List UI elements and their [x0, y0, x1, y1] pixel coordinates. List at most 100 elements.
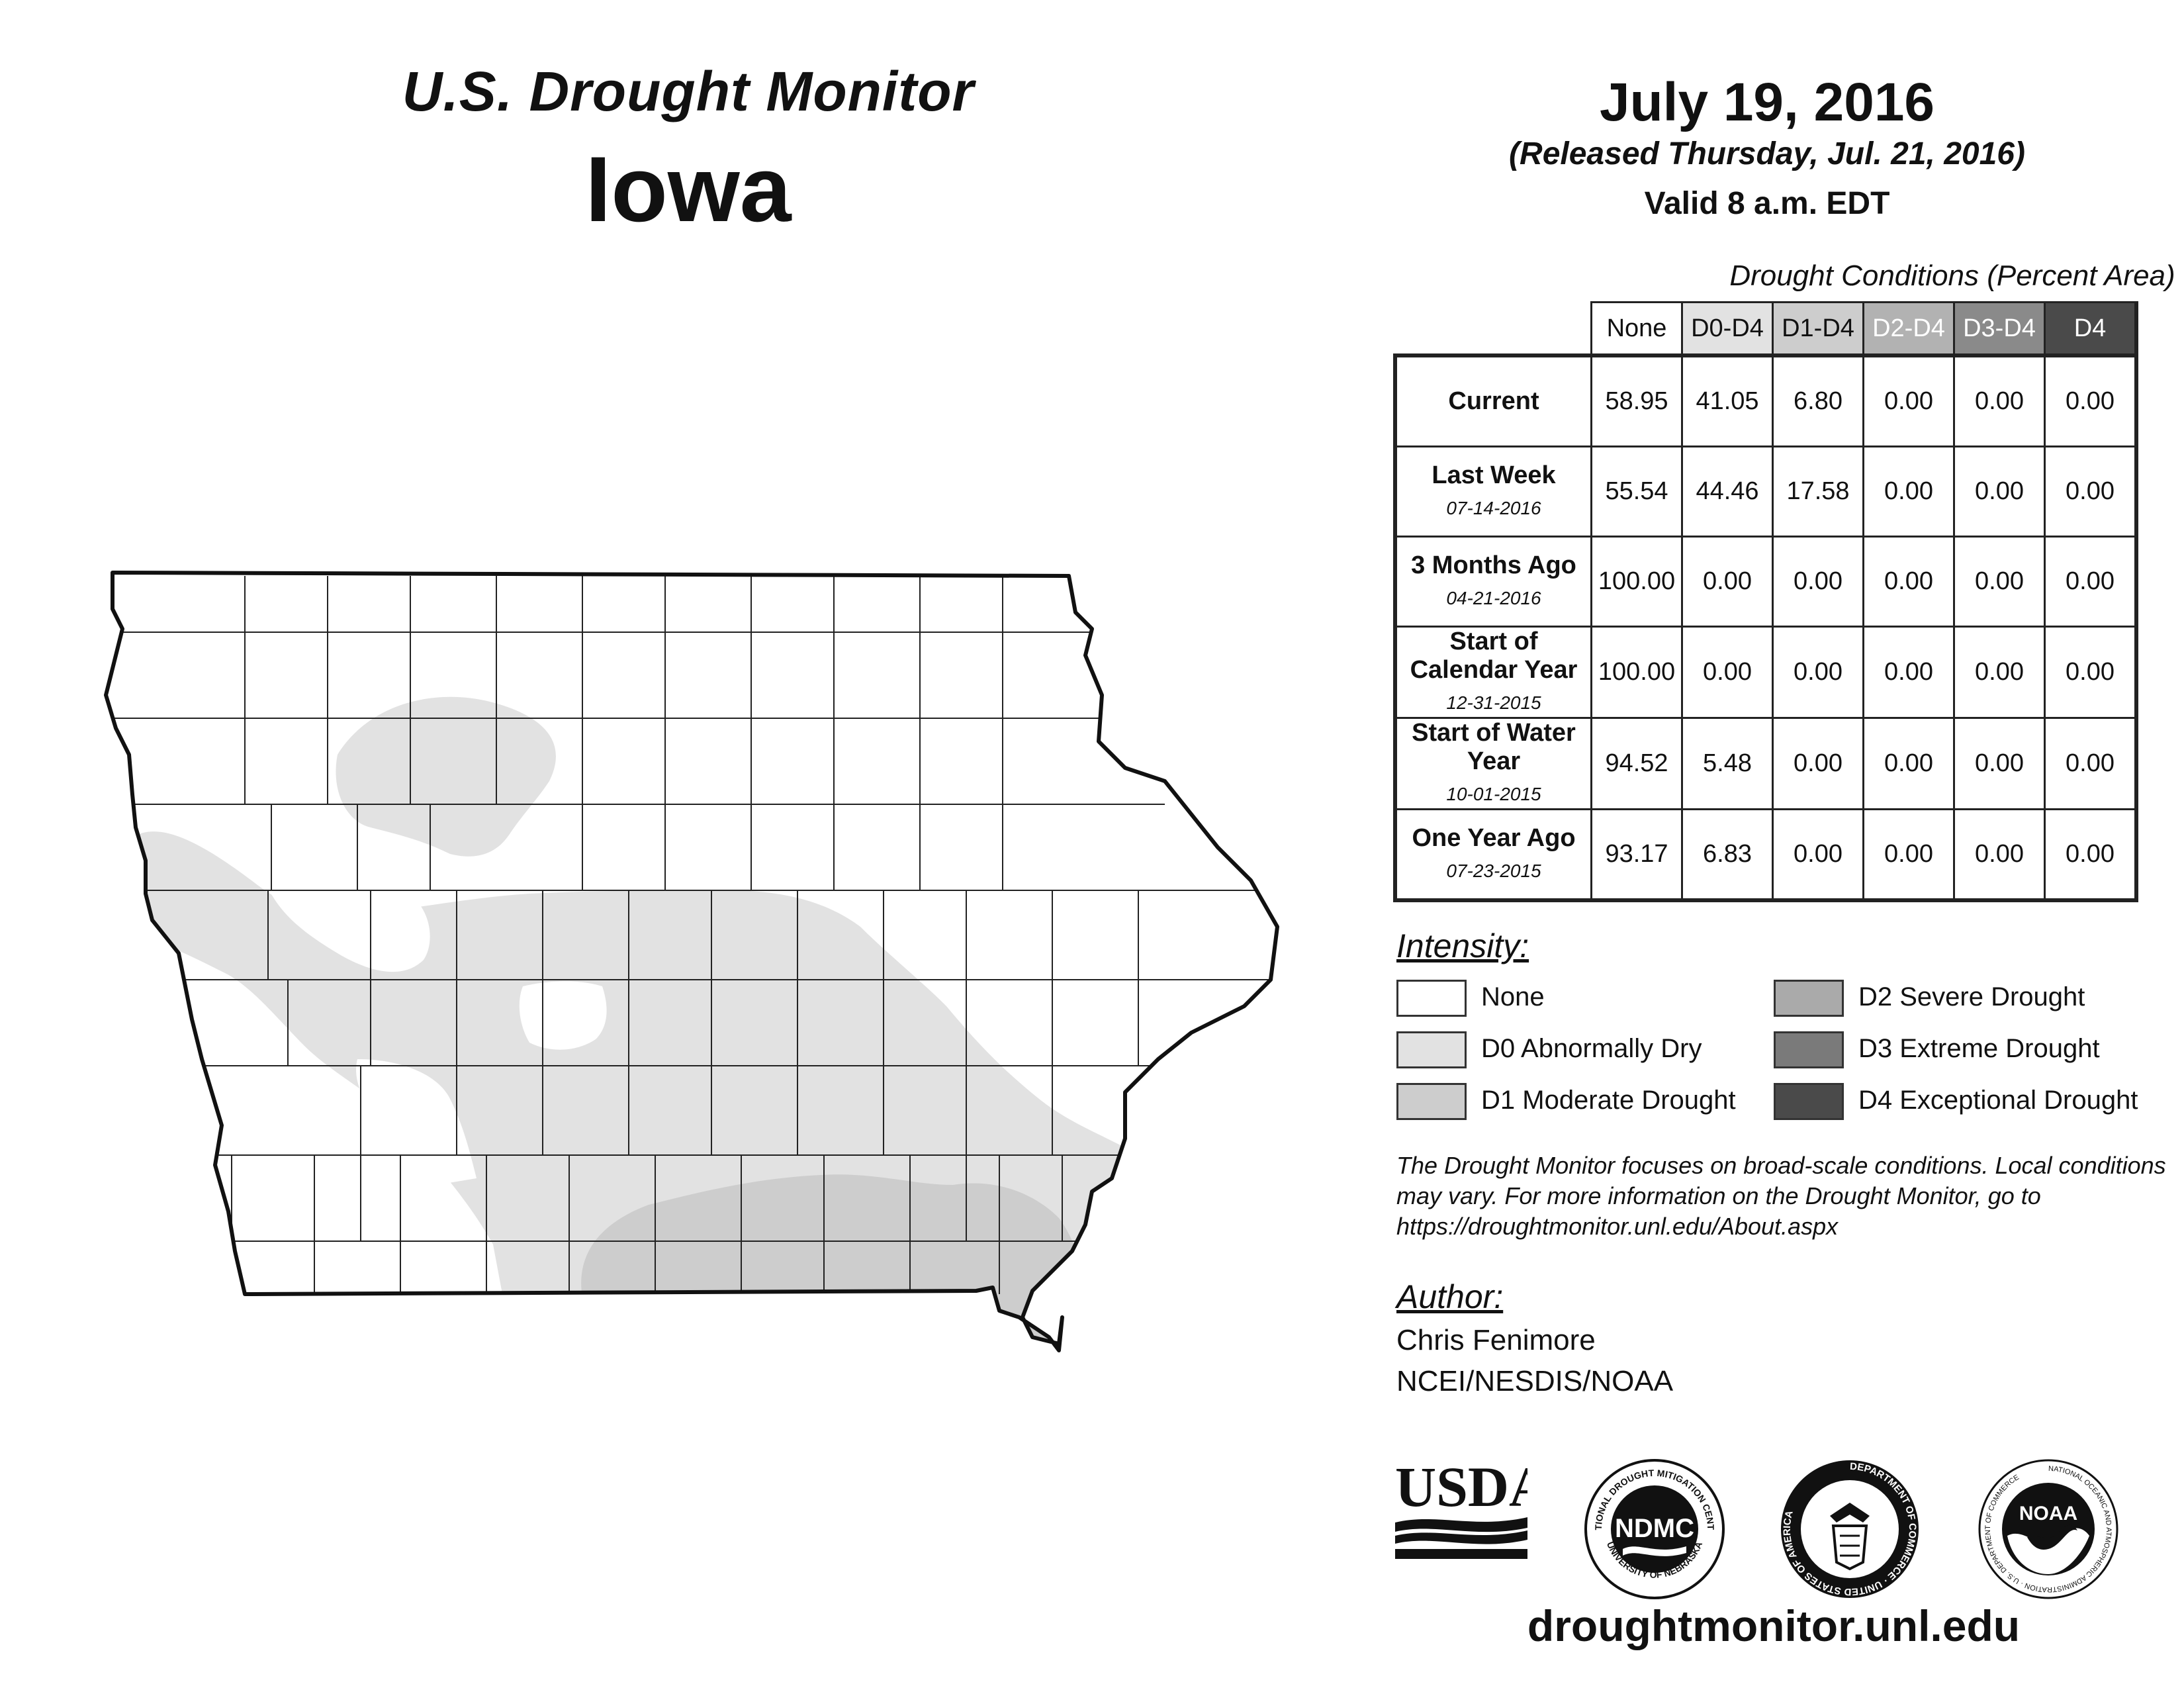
row-label-text: Start of Water Year — [1412, 719, 1576, 775]
iowa-state-boundary — [104, 571, 1279, 1352]
col-header-d0-d4: D0-D4 — [1681, 301, 1774, 357]
none-hole-southwest — [356, 1059, 477, 1185]
cell-d4: 0.00 — [2044, 536, 2138, 628]
legend-item-d0: D0 Abnormally Dry — [1396, 1031, 1741, 1068]
cell-d1-d4: 0.00 — [1772, 626, 1864, 719]
cell-none: 93.17 — [1590, 808, 1683, 902]
cell-d4: 0.00 — [2044, 445, 2138, 538]
cell-d4: 0.00 — [2044, 626, 2138, 719]
release-date: (Released Thursday, Jul. 21, 2016) — [1509, 136, 2025, 171]
legend-item-none: None — [1396, 980, 1741, 1017]
cell-d4: 0.00 — [2044, 808, 2138, 902]
cell-d2-d4: 0.00 — [1862, 353, 1955, 447]
row-label-text: Last Week — [1432, 461, 1556, 489]
col-header-d4: D4 — [2044, 301, 2138, 357]
legend-swatch-d4 — [1774, 1083, 1844, 1120]
row-label-text: Current — [1448, 387, 1539, 415]
legend-item-d1: D1 Moderate Drought — [1396, 1083, 1741, 1120]
table-row-current: Current 58.95 41.05 6.80 0.00 0.00 0.00 — [1393, 353, 2138, 447]
row-label: Current — [1393, 353, 1592, 447]
cell-none: 100.00 — [1590, 536, 1683, 628]
legend-swatch-none — [1396, 980, 1467, 1017]
ndmc-text: NDMC — [1615, 1514, 1694, 1543]
cell-d3-d4: 0.00 — [1953, 717, 2046, 810]
legend-label: D0 Abnormally Dry — [1481, 1034, 1702, 1063]
table-row-last-week: Last Week 07-14-2016 55.54 44.46 17.58 0.… — [1393, 445, 2138, 538]
row-label: One Year Ago 07-23-2015 — [1393, 808, 1592, 902]
legend-label: None — [1481, 982, 1545, 1011]
department-of-commerce-seal: DEPARTMENT OF COMMERCE · UNITED STATES O… — [1781, 1460, 1919, 1598]
row-label-text: One Year Ago — [1412, 823, 1576, 852]
cell-none: 55.54 — [1590, 445, 1683, 538]
col-header-none: None — [1590, 301, 1683, 357]
table-row-one-year-ago: One Year Ago 07-23-2015 93.17 6.83 0.00 0… — [1393, 808, 2138, 902]
cell-d3-d4: 0.00 — [1953, 353, 2046, 447]
iowa-drought-map — [104, 571, 1279, 1352]
noaa-text: NOAA — [2019, 1503, 2077, 1524]
legend-label: D2 Severe Drought — [1858, 982, 2085, 1011]
cell-d0-d4: 41.05 — [1681, 353, 1774, 447]
drought-conditions-table: None D0-D4 D1-D4 D2-D4 D3-D4 D4 Current … — [1393, 301, 2138, 902]
none-hole-central — [519, 981, 607, 1050]
col-header-d3-d4: D3-D4 — [1953, 301, 2046, 357]
legend-label: D1 Moderate Drought — [1481, 1086, 1736, 1115]
none-hole-west — [265, 873, 430, 972]
legend-swatch-d2 — [1774, 980, 1844, 1017]
map-date: July 19, 2016 — [1599, 72, 1935, 132]
row-label: 3 Months Ago 04-21-2016 — [1393, 536, 1592, 628]
cell-d0-d4: 5.48 — [1681, 717, 1774, 810]
usda-logo: USDA — [1395, 1456, 1527, 1559]
legend-item-d2: D2 Severe Drought — [1774, 980, 2144, 1017]
d1-area-south — [581, 1174, 1079, 1345]
author-org: NCEI/NESDIS/NOAA — [1396, 1365, 1674, 1397]
cell-d1-d4: 6.80 — [1772, 353, 1864, 447]
row-label-text: Start of Calendar Year — [1410, 628, 1578, 684]
product-title: U.S. Drought Monitor — [402, 60, 975, 122]
cell-d0-d4: 6.83 — [1681, 808, 1774, 902]
legend-swatch-d1 — [1396, 1083, 1467, 1120]
cell-d4: 0.00 — [2044, 717, 2138, 810]
legend-item-d3: D3 Extreme Drought — [1774, 1031, 2144, 1068]
legend-label: D3 Extreme Drought — [1858, 1034, 2100, 1063]
website-url[interactable]: droughtmonitor.unl.edu — [1527, 1601, 2021, 1650]
cell-d1-d4: 0.00 — [1772, 536, 1864, 628]
cell-d1-d4: 0.00 — [1772, 717, 1864, 810]
row-label: Start of Calendar Year 12-31-2015 — [1393, 626, 1592, 719]
row-date: 12-31-2015 — [1446, 692, 1541, 713]
cell-d2-d4: 0.00 — [1862, 717, 1955, 810]
cell-d0-d4: 44.46 — [1681, 445, 1774, 538]
cell-d0-d4: 0.00 — [1681, 536, 1774, 628]
cell-none: 94.52 — [1590, 717, 1683, 810]
row-label-text: 3 Months Ago — [1411, 551, 1576, 579]
usda-logo-text: USDA — [1395, 1456, 1527, 1519]
cell-d3-d4: 0.00 — [1953, 808, 2046, 902]
col-header-d1-d4: D1-D4 — [1772, 301, 1864, 357]
disclaimer-note: The Drought Monitor focuses on broad-sca… — [1396, 1152, 2166, 1240]
cell-d4: 0.00 — [2044, 353, 2138, 447]
intensity-legend-title: Intensity: — [1396, 927, 1529, 964]
col-header-d2-d4: D2-D4 — [1862, 301, 1955, 357]
cell-none: 100.00 — [1590, 626, 1683, 719]
table-row-start-of-water-year: Start of Water Year 10-01-2015 94.52 5.48… — [1393, 717, 2138, 810]
legend-item-d4: D4 Exceptional Drought — [1774, 1083, 2144, 1120]
valid-time: Valid 8 a.m. EDT — [1644, 186, 1890, 221]
row-date: 07-14-2016 — [1446, 497, 1541, 518]
table-caption: Drought Conditions (Percent Area) — [1729, 259, 2175, 292]
table-corner — [1395, 303, 1592, 356]
table-row-3-months-ago: 3 Months Ago 04-21-2016 100.00 0.00 0.00 … — [1393, 536, 2138, 628]
county-lines — [106, 576, 1277, 1294]
state-title: Iowa — [585, 137, 792, 241]
row-date: 04-21-2016 — [1446, 587, 1541, 608]
legend-swatch-d3 — [1774, 1031, 1844, 1068]
row-label: Last Week 07-14-2016 — [1393, 445, 1592, 538]
cell-d2-d4: 0.00 — [1862, 445, 1955, 538]
cell-d0-d4: 0.00 — [1681, 626, 1774, 719]
author-name: Chris Fenimore — [1396, 1324, 1596, 1356]
cell-d2-d4: 0.00 — [1862, 536, 1955, 628]
cell-d2-d4: 0.00 — [1862, 808, 1955, 902]
legend-label: D4 Exceptional Drought — [1858, 1086, 2138, 1115]
row-date: 10-01-2015 — [1446, 784, 1541, 804]
cell-d1-d4: 0.00 — [1772, 808, 1864, 902]
legend-swatch-d0 — [1396, 1031, 1467, 1068]
table-header-row: None D0-D4 D1-D4 D2-D4 D3-D4 D4 — [1395, 301, 2138, 357]
